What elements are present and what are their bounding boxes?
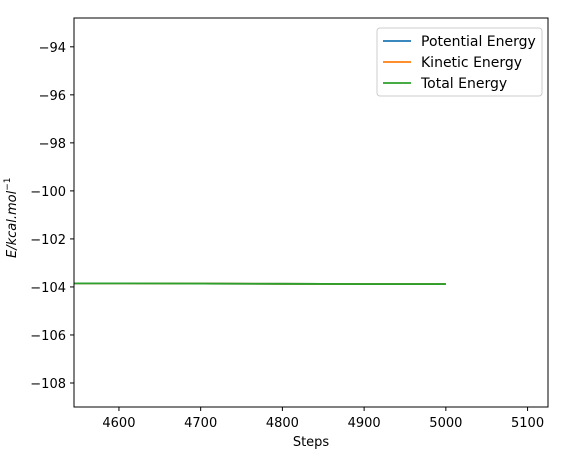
y-axis-label-main: E/kcal.mol [5,190,20,258]
x-tick-label: 4900 [348,416,381,431]
x-tick-label: 5100 [511,416,544,431]
plot-frame [73,17,549,408]
y-axis-label-exponent: −1 [3,178,13,191]
x-tick-label: 4600 [102,416,135,431]
y-axis-ticks: −94 −96 −98 −100 −102 −104 −106 −108 [30,41,74,392]
x-axis-label: Steps [293,435,330,450]
y-tick-label: −96 [39,89,66,104]
legend-box [376,27,543,97]
y-tick-label: −102 [30,233,66,248]
x-tick-label: 4800 [266,416,299,431]
y-tick-label: −98 [39,137,66,152]
legend-label: Total Energy [420,76,507,92]
x-tick-label: 5000 [429,416,462,431]
legend-label: Kinetic Energy [421,55,522,71]
y-axis-label: E/kcal.mol−1 [3,178,20,259]
y-tick-label: −108 [30,377,66,392]
x-tick-label: 4700 [184,416,217,431]
y-tick-label: −100 [30,185,66,200]
legend: Potential Energy Kinetic Energy Total Ener… [376,27,543,97]
y-tick-label: −106 [30,329,66,344]
series-line-2 [74,282,446,285]
x-axis-ticks: 4600 4700 4800 4900 5000 5100 [102,407,544,431]
series-lines [74,282,446,285]
plot-area [73,17,549,408]
y-tick-label: −94 [39,41,66,56]
legend-label: Potential Energy [421,34,536,50]
y-tick-label: −104 [30,281,66,296]
